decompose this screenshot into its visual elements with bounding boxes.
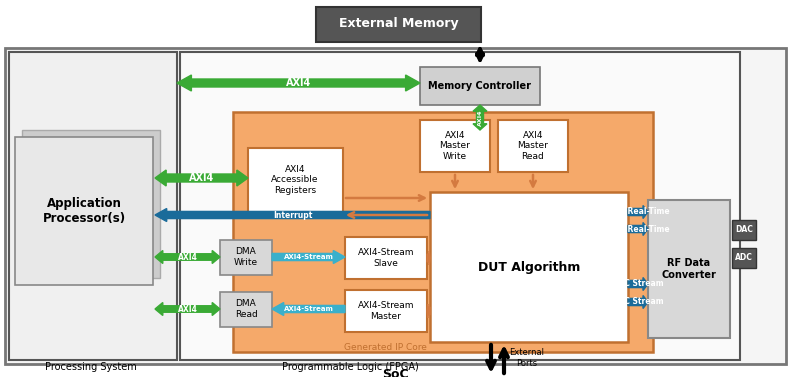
Text: Generated IP Core: Generated IP Core — [343, 343, 427, 352]
Bar — [732, 248, 756, 268]
Bar — [15, 137, 153, 285]
Text: AXI4: AXI4 — [285, 78, 311, 88]
Text: AXI4: AXI4 — [178, 253, 197, 262]
Text: RF Data
Converter: RF Data Converter — [661, 258, 716, 280]
Text: DAC: DAC — [735, 225, 753, 234]
Text: External
Ports: External Ports — [509, 348, 545, 368]
Polygon shape — [628, 222, 648, 236]
Text: DMA
Read: DMA Read — [235, 299, 258, 319]
Text: AXI4
Master
Write: AXI4 Master Write — [439, 131, 470, 161]
Text: ADC Stream: ADC Stream — [612, 279, 664, 288]
Bar — [648, 200, 730, 338]
Bar — [5, 48, 786, 364]
Text: DMA
Write: DMA Write — [234, 247, 258, 267]
Text: Memory Controller: Memory Controller — [428, 81, 531, 91]
Text: External Memory: External Memory — [339, 17, 459, 31]
Text: AXI4: AXI4 — [189, 173, 214, 183]
Bar — [220, 240, 272, 275]
Text: SoC: SoC — [381, 368, 408, 377]
Text: Interrupt: Interrupt — [273, 210, 312, 219]
Bar — [180, 52, 740, 360]
Text: DUT Algorithm: DUT Algorithm — [478, 261, 580, 273]
Polygon shape — [155, 302, 220, 316]
Bar — [420, 120, 490, 172]
Bar — [420, 67, 540, 105]
Polygon shape — [628, 277, 648, 291]
Text: Programmable Logic (FPGA): Programmable Logic (FPGA) — [282, 362, 419, 372]
Text: AXI4-Stream
Slave: AXI4-Stream Slave — [358, 248, 414, 268]
Text: ADC: ADC — [735, 253, 753, 262]
Polygon shape — [177, 75, 420, 91]
Text: AXI4
Accessible
Registers: AXI4 Accessible Registers — [271, 165, 319, 195]
Bar — [345, 290, 427, 332]
Text: AXI4
Master
Read: AXI4 Master Read — [518, 131, 549, 161]
Bar — [22, 130, 160, 278]
Text: AXI4-Stream
Master: AXI4-Stream Master — [358, 301, 414, 321]
Text: Processing System: Processing System — [45, 362, 137, 372]
Bar — [345, 237, 427, 279]
Bar — [732, 220, 756, 240]
Text: AXI4-Stream: AXI4-Stream — [284, 254, 333, 260]
Text: AXI4: AXI4 — [477, 109, 482, 126]
Text: Application
Processor(s): Application Processor(s) — [43, 197, 125, 225]
Polygon shape — [628, 296, 648, 308]
Text: AXI4-Stream: AXI4-Stream — [284, 306, 333, 312]
Polygon shape — [628, 205, 648, 219]
Bar — [498, 120, 568, 172]
Polygon shape — [473, 105, 487, 130]
Bar — [430, 192, 628, 342]
Text: ADC Real-Time: ADC Real-Time — [607, 224, 669, 233]
Bar — [248, 148, 343, 213]
Polygon shape — [155, 170, 248, 186]
Bar — [316, 7, 481, 42]
Bar — [220, 292, 272, 327]
Polygon shape — [427, 304, 430, 318]
Polygon shape — [155, 250, 220, 264]
Polygon shape — [155, 208, 430, 222]
Text: AXI4: AXI4 — [178, 305, 197, 314]
Bar — [233, 112, 653, 352]
Bar — [9, 52, 177, 360]
Text: DAC Real-Time: DAC Real-Time — [607, 207, 669, 216]
Text: DAC Stream: DAC Stream — [612, 297, 664, 307]
Polygon shape — [272, 250, 345, 264]
Polygon shape — [272, 302, 345, 316]
Polygon shape — [427, 251, 430, 265]
